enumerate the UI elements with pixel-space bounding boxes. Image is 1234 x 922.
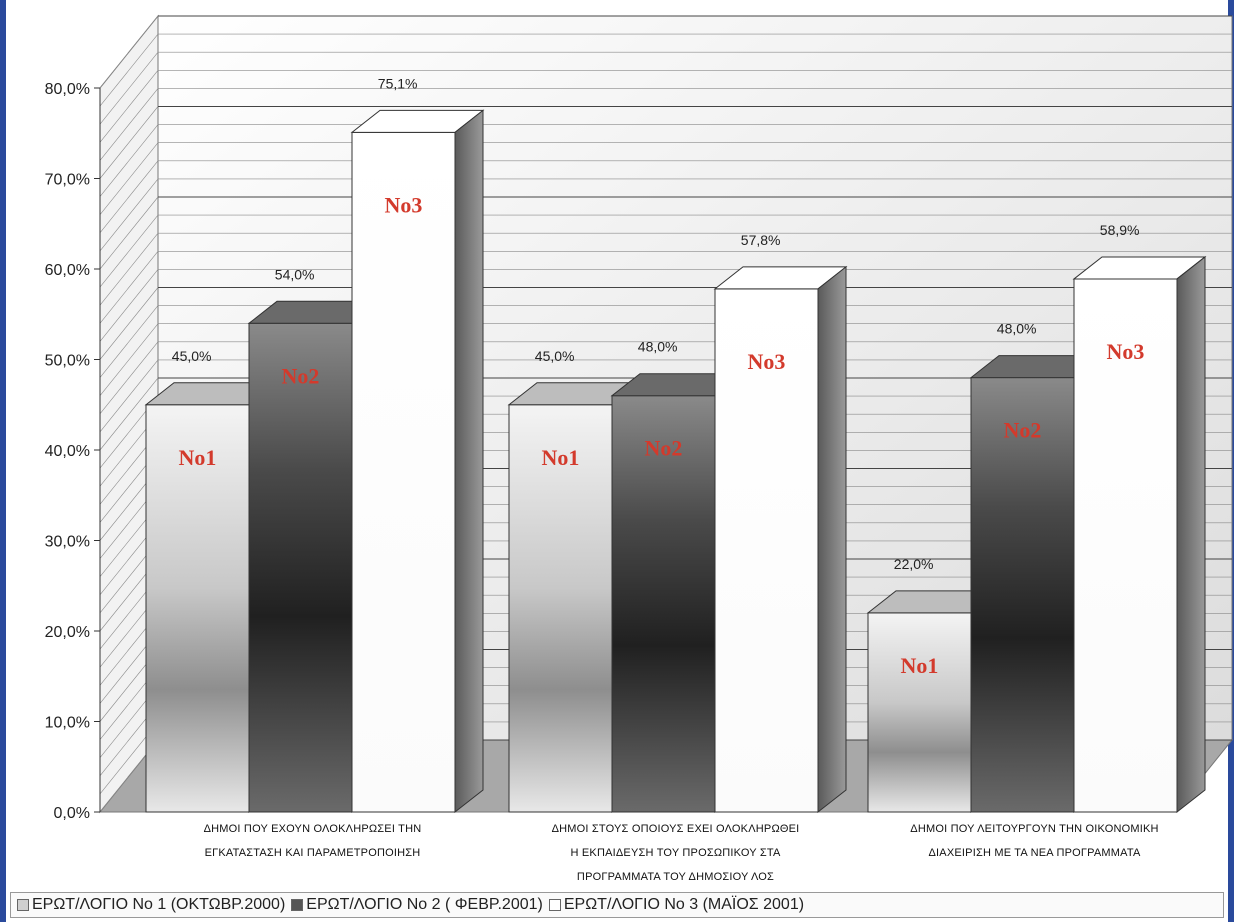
side-gridline <box>99 124 159 197</box>
legend-item-1: ΕΡΩΤ/ΛΟΓΙΟ Νο 1 (ΟΚΤΩΒΡ.2000) <box>17 896 285 914</box>
bar-front <box>714 288 819 813</box>
side-gridline <box>99 377 159 451</box>
side-gridline <box>99 142 159 215</box>
category-label: ΔΗΜΟΙ ΠΟΥ ΕΧΟΥΝ ΟΛΟΚΛΗΡΩΣΕΙ ΤΗΝ <box>204 823 422 835</box>
bar-front <box>351 131 456 813</box>
side-gridline <box>99 52 159 125</box>
bar-front <box>970 377 1075 813</box>
category-label: ΕΓΚΑΤΑΣΤΑΣΗ ΚΑΙ ΠΑΡΑΜΕΤΡΟΠΟΙΗΣΗ <box>205 847 421 859</box>
legend-item-3: ΕΡΩΤ/ΛΟΓΙΟ Νο 3 (ΜΑΪΟΣ 2001) <box>548 896 805 914</box>
bar-series-tag: No1 <box>901 653 939 678</box>
side-gridline <box>99 160 159 233</box>
bar-side <box>817 265 847 814</box>
bar-side <box>1176 255 1206 814</box>
side-gridline <box>99 287 159 360</box>
category-label: Η ΕΚΠΑΙΔΕΥΣΗ ΤΟΥ ΠΡΟΣΩΠΙΚΟΥ ΣΤΑ <box>570 847 781 859</box>
bar-side <box>454 109 484 814</box>
bar-value-label: 54,0% <box>275 266 315 282</box>
bar-series-tag: No2 <box>645 436 683 461</box>
bar-front <box>248 322 353 813</box>
bar-no3-group-3 <box>1072 255 1207 814</box>
bar-value-label: 22,0% <box>894 556 934 572</box>
legend-swatch-2 <box>291 899 304 911</box>
category-label: ΠΡΟΓΡΑΜΜΑΤΑ ΤΟΥ ΔΗΜΟΣΙΟΥ ΛΟΣ <box>577 871 774 883</box>
bar-series-tag: No2 <box>282 363 320 388</box>
y-tick-label: 60,0% <box>45 262 90 279</box>
bar-series-tag: No1 <box>179 445 217 470</box>
category-label: ΔΗΜΟΙ ΣΤΟΥΣ ΟΠΟΙΟΥΣ ΕΧΕΙ ΟΛΟΚΛΗΡΩΘΕΙ <box>552 823 800 835</box>
bar-value-label: 75,1% <box>378 75 418 91</box>
y-tick-label: 80,0% <box>45 81 90 98</box>
y-tick-label: 50,0% <box>45 353 90 370</box>
side-gridline <box>99 233 159 306</box>
y-tick-label: 10,0% <box>45 715 90 732</box>
y-tick-label: 70,0% <box>45 172 90 189</box>
bar-front <box>145 404 250 813</box>
side-gridline <box>99 196 159 270</box>
bar-no3-group-2 <box>713 265 848 814</box>
side-gridline <box>99 359 159 433</box>
bar-value-label: 48,0% <box>997 321 1037 337</box>
legend-label-1: ΕΡΩΤ/ΛΟΓΙΟ Νο 1 (ΟΚΤΩΒΡ.2000) <box>32 896 286 913</box>
bar-series-tag: No1 <box>542 445 580 470</box>
bar-no3-group-1 <box>350 109 485 814</box>
bar-value-label: 57,8% <box>741 232 781 248</box>
bar-front <box>867 612 972 813</box>
bar-value-label: 45,0% <box>535 348 575 364</box>
bar-series-tag: No3 <box>385 192 423 217</box>
side-gridline <box>99 214 159 288</box>
category-label: ΔΙΑΧΕΙΡΙΣΗ ΜΕ ΤΑ ΝΕΑ ΠΡΟΓΡΑΜΜΑΤΑ <box>928 847 1140 859</box>
y-tick-label: 30,0% <box>45 534 90 551</box>
legend-swatch-3 <box>548 899 561 911</box>
y-tick-label: 20,0% <box>45 624 90 641</box>
side-gridline <box>99 251 159 324</box>
legend-swatch-1 <box>17 899 29 911</box>
bar-value-label: 48,0% <box>638 339 678 355</box>
side-gridline <box>99 323 159 396</box>
bar-series-tag: No3 <box>1107 339 1145 364</box>
side-gridline <box>99 178 159 252</box>
bar-series-tag: No3 <box>748 349 786 374</box>
side-gridline <box>99 70 159 143</box>
side-gridline <box>99 269 159 342</box>
legend-item-2: ΕΡΩΤ/ΛΟΓΙΟ Νο 2 ( ΦΕΒΡ.2001) <box>291 896 543 914</box>
side-gridline <box>99 341 159 414</box>
bar-series-tag: No2 <box>1004 418 1042 443</box>
side-gridline <box>99 88 159 161</box>
legend-label-3: ΕΡΩΤ/ΛΟΓΙΟ Νο 3 (ΜΑΪΟΣ 2001) <box>563 896 805 913</box>
left-border <box>0 0 6 922</box>
side-gridline <box>99 15 159 89</box>
chart-legend: ΕΡΩΤ/ΛΟΓΙΟ Νο 1 (ΟΚΤΩΒΡ.2000) ΕΡΩΤ/ΛΟΓΙΟ… <box>10 892 1224 918</box>
category-label: ΔΗΜΟΙ ΠΟΥ ΛΕΙΤΟΥΡΓΟΥΝ ΤΗΝ ΟΙΚΟΝΟΜΙΚΗ <box>910 823 1158 835</box>
side-gridline <box>99 305 159 378</box>
bar-front <box>611 395 716 813</box>
bar-front <box>1073 278 1178 813</box>
side-gridline <box>99 33 159 107</box>
bar-value-label: 58,9% <box>1100 222 1140 238</box>
bar-value-label: 45,0% <box>172 348 212 364</box>
y-tick-label: 0,0% <box>54 805 90 822</box>
side-gridline <box>99 106 159 179</box>
y-tick-label: 40,0% <box>45 443 90 460</box>
legend-label-2: ΕΡΩΤ/ΛΟΓΙΟ Νο 2 ( ΦΕΒΡ.2001) <box>306 896 543 913</box>
